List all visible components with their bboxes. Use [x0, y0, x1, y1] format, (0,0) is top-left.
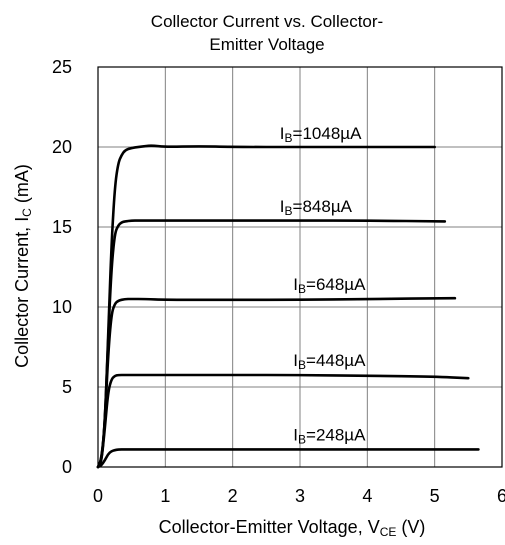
- chart-title-line-2: Emitter Voltage: [209, 35, 324, 54]
- series-label-sub: B: [298, 358, 306, 372]
- x-tick-label: 3: [295, 486, 305, 506]
- y-axis-label: Collector Current, IC (mA): [12, 164, 34, 368]
- x-tick-label: 6: [497, 486, 505, 506]
- y-tick-label: 20: [52, 137, 72, 157]
- series-line-2: [96, 296, 457, 469]
- x-axis-ticks: 0 1 2 3 4 5 6: [93, 486, 505, 506]
- chart-title: Collector Current vs. Collector- Emitter…: [151, 12, 383, 54]
- series-label-4: IB=248µA: [293, 426, 366, 447]
- x-tick-label: 4: [362, 486, 372, 506]
- x-tick-label: 5: [430, 486, 440, 506]
- x-axis-label: Collector-Emitter Voltage, VCE (V): [159, 517, 426, 539]
- y-axis-label-unit: (mA): [12, 164, 32, 208]
- series-line-0: [96, 144, 436, 469]
- y-tick-label: 10: [52, 297, 72, 317]
- y-tick-label: 25: [52, 57, 72, 77]
- series-label-prefix: I: [293, 351, 298, 370]
- series-label-sub: B: [285, 204, 293, 218]
- y-axis-label-sub: C: [20, 208, 34, 217]
- y-tick-label: 0: [62, 457, 72, 477]
- y-tick-label: 5: [62, 377, 72, 397]
- series-label-value: =648µA: [306, 275, 366, 294]
- series-annotations: IB=1048µAIB=848µAIB=648µAIB=448µAIB=248µ…: [280, 124, 366, 447]
- x-axis-label-unit: (V): [396, 517, 425, 537]
- series-label-1: IB=848µA: [280, 197, 353, 218]
- y-tick-label: 15: [52, 217, 72, 237]
- x-tick-label: 1: [160, 486, 170, 506]
- series-label-prefix: I: [293, 275, 298, 294]
- series-label-value: =848µA: [293, 197, 353, 216]
- plot-area: [97, 66, 503, 468]
- x-axis-label-main: Collector-Emitter Voltage, V: [159, 517, 380, 537]
- x-tick-label: 0: [93, 486, 103, 506]
- series-label-prefix: I: [293, 426, 298, 445]
- series-label-value: =248µA: [306, 426, 366, 445]
- series-label-value: =448µA: [306, 351, 366, 370]
- series-label-sub: B: [285, 131, 293, 145]
- series-label-prefix: I: [280, 197, 285, 216]
- series-label-0: IB=1048µA: [280, 124, 362, 145]
- series-line-3: [96, 373, 470, 469]
- plot-border: [97, 66, 503, 468]
- y-axis-ticks: 0 5 10 15 20 25: [52, 57, 72, 477]
- y-axis-label-main: Collector Current, I: [12, 217, 32, 368]
- chart-title-line-1: Collector Current vs. Collector-: [151, 12, 383, 31]
- series-label-prefix: I: [280, 124, 285, 143]
- series-line-1: [96, 219, 447, 469]
- x-axis-label-sub: CE: [380, 525, 397, 539]
- series-label-2: IB=648µA: [293, 275, 366, 296]
- series-label-value: =1048µA: [293, 124, 363, 143]
- series-line-4: [96, 448, 480, 469]
- series-label-3: IB=448µA: [293, 351, 366, 372]
- x-tick-label: 2: [228, 486, 238, 506]
- series-label-sub: B: [298, 433, 306, 447]
- series-label-sub: B: [298, 282, 306, 296]
- series-lines: [96, 144, 480, 469]
